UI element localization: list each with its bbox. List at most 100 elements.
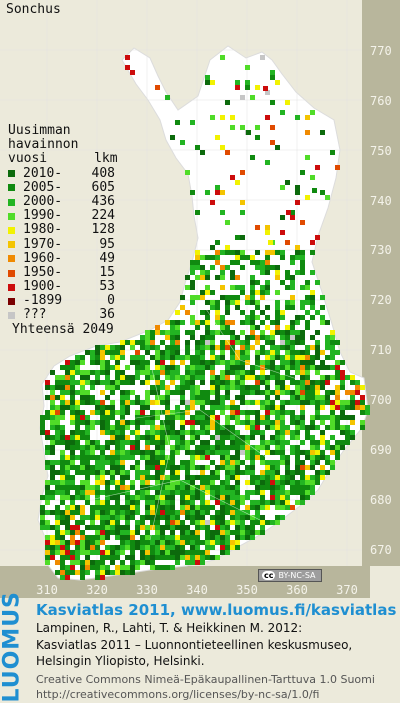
- occurrence-square: [210, 360, 215, 365]
- occurrence-square: [305, 350, 310, 355]
- occurrence-square: [245, 490, 250, 495]
- occurrence-square: [265, 465, 270, 470]
- occurrence-square: [195, 560, 200, 565]
- x-label-320: 320: [86, 583, 108, 597]
- occurrence-square: [250, 335, 255, 340]
- occurrence-square: [165, 540, 170, 545]
- occurrence-square: [205, 365, 210, 370]
- occurrence-square: [135, 460, 140, 465]
- occurrence-square: [70, 430, 75, 435]
- occurrence-square: [240, 460, 245, 465]
- occurrence-square: [170, 545, 175, 550]
- occurrence-square: [190, 285, 195, 290]
- occurrence-square: [105, 515, 110, 520]
- occurrence-square: [165, 420, 170, 425]
- occurrence-square: [225, 100, 230, 105]
- occurrence-square: [225, 505, 230, 510]
- occurrence-square: [250, 535, 255, 540]
- occurrence-square: [290, 330, 295, 335]
- occurrence-square: [45, 510, 50, 515]
- occurrence-square: [70, 555, 75, 560]
- occurrence-square: [135, 530, 140, 535]
- atlas-heading[interactable]: Kasviatlas 2011, www.luomus.fi/kasviatla…: [36, 601, 397, 619]
- occurrence-square: [125, 525, 130, 530]
- occurrence-square: [55, 410, 60, 415]
- occurrence-square: [135, 395, 140, 400]
- occurrence-square: [135, 415, 140, 420]
- occurrence-square: [60, 570, 65, 575]
- occurrence-square: [50, 390, 55, 395]
- occurrence-square: [270, 340, 275, 345]
- occurrence-square: [265, 355, 270, 360]
- occurrence-square: [220, 430, 225, 435]
- occurrence-square: [210, 475, 215, 480]
- occurrence-square: [45, 385, 50, 390]
- occurrence-square: [130, 570, 135, 575]
- legend-row-label: -1899: [23, 293, 63, 309]
- cc-icon: cc: [262, 571, 276, 580]
- occurrence-square: [230, 405, 235, 410]
- occurrence-square: [255, 530, 260, 535]
- occurrence-square: [220, 480, 225, 485]
- occurrence-square: [95, 505, 100, 510]
- occurrence-square: [255, 390, 260, 395]
- occurrence-square: [70, 570, 75, 575]
- occurrence-square: [155, 370, 160, 375]
- occurrence-square: [320, 380, 325, 385]
- occurrence-square: [310, 250, 315, 255]
- occurrence-square: [240, 470, 245, 475]
- occurrence-square: [300, 355, 305, 360]
- occurrence-square: [95, 460, 100, 465]
- occurrence-square: [60, 535, 65, 540]
- occurrence-square: [250, 320, 255, 325]
- x-label-370: 370: [336, 583, 358, 597]
- legend-row: 1970- 95: [8, 237, 118, 252]
- occurrence-square: [280, 340, 285, 345]
- occurrence-square: [75, 530, 80, 535]
- occurrence-square: [115, 410, 120, 415]
- occurrence-square: [245, 295, 250, 300]
- occurrence-square: [315, 445, 320, 450]
- occurrence-square: [220, 325, 225, 330]
- occurrence-square: [115, 450, 120, 455]
- occurrence-square: [200, 310, 205, 315]
- occurrence-square: [246, 130, 251, 135]
- occurrence-square: [225, 475, 230, 480]
- occurrence-square: [165, 345, 170, 350]
- occurrence-square: [200, 510, 205, 515]
- occurrence-square: [215, 300, 220, 305]
- legend-rows: 2010- 408 2005- 605 2000- 436 1990- 224 1980- 128…: [8, 166, 118, 323]
- occurrence-square: [155, 365, 160, 370]
- occurrence-square: [160, 555, 165, 560]
- occurrence-square: [200, 470, 205, 475]
- occurrence-square: [265, 90, 270, 95]
- occurrence-square: [335, 340, 340, 345]
- occurrence-square: [190, 455, 195, 460]
- license-line-2[interactable]: http://creativecommons.org/licenses/by-n…: [36, 688, 320, 701]
- occurrence-square: [275, 500, 280, 505]
- occurrence-square: [100, 460, 105, 465]
- occurrence-square: [235, 445, 240, 450]
- occurrence-square: [75, 420, 80, 425]
- occurrence-square: [160, 440, 165, 445]
- occurrence-square: [90, 545, 95, 550]
- occurrence-square: [90, 425, 95, 430]
- occurrence-square: [115, 365, 120, 370]
- occurrence-square: [210, 480, 215, 485]
- occurrence-square: [190, 270, 195, 275]
- occurrence-square: [115, 515, 120, 520]
- occurrence-square: [225, 435, 230, 440]
- occurrence-square: [150, 515, 155, 520]
- occurrence-square: [275, 445, 280, 450]
- occurrence-square: [305, 285, 310, 290]
- occurrence-square: [180, 410, 185, 415]
- occurrence-square: [175, 350, 180, 355]
- occurrence-square: [325, 195, 330, 200]
- occurrence-square: [80, 385, 85, 390]
- occurrence-square: [295, 465, 300, 470]
- occurrence-square: [55, 550, 60, 555]
- occurrence-square: [205, 190, 210, 195]
- occurrence-square: [215, 490, 220, 495]
- occurrence-square: [245, 495, 250, 500]
- occurrence-square: [195, 350, 200, 355]
